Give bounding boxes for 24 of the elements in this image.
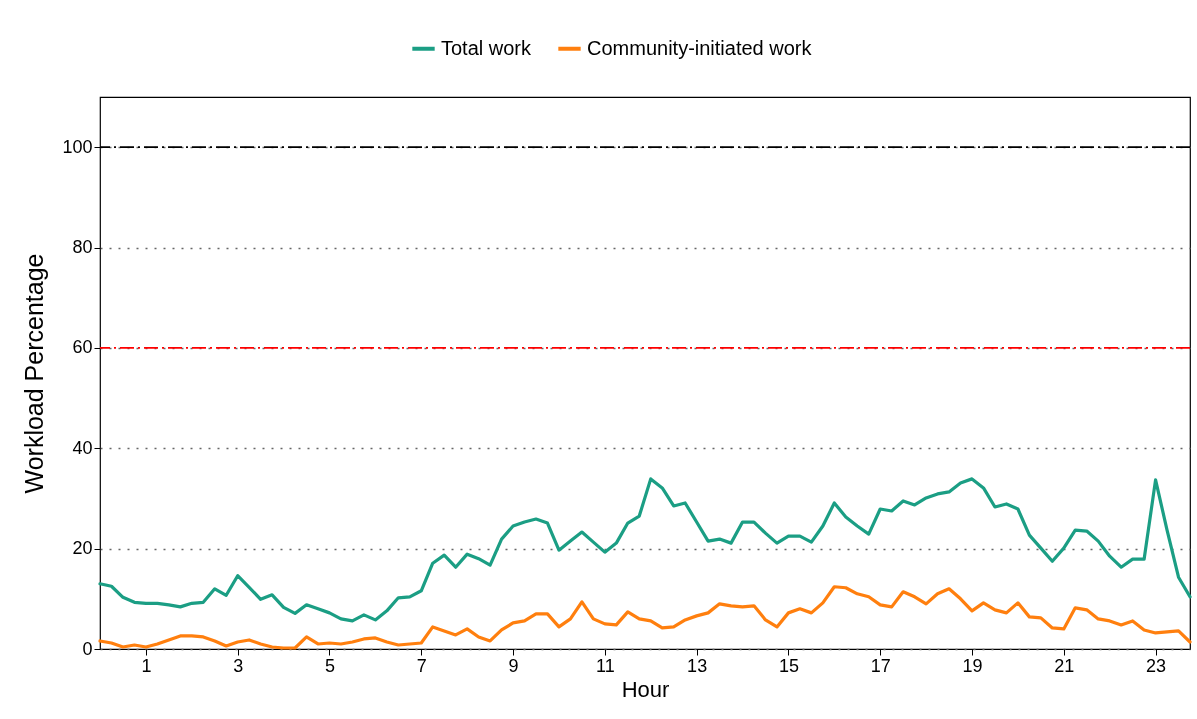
legend-label: Total work [441,36,533,59]
x-tick-label: 23 [1146,655,1167,676]
x-tick-label: 7 [416,655,427,676]
x-tick-label: 17 [870,655,891,676]
x-tick-label: 13 [687,655,708,676]
x-tick-label: 11 [596,655,615,676]
x-tick-label: 1 [141,655,152,676]
x-axis-title: Hour [621,676,670,702]
x-tick-label: 9 [508,655,519,676]
x-tick-label: 19 [962,655,983,676]
x-tick-label: 21 [1054,655,1075,676]
y-tick-label: 0 [82,638,93,659]
y-tick-label: 40 [72,437,93,458]
x-tick-label: 15 [778,655,799,676]
y-axis-title: Workload Percentage [20,253,49,494]
y-tick-label: 20 [72,538,93,559]
y-tick-label: 60 [72,337,93,358]
line-series [98,477,1192,623]
line-series [98,585,1192,650]
x-tick-label: 3 [233,655,244,676]
y-tick-label: 80 [72,237,93,258]
legend-label: Community-initiated work [587,36,813,59]
y-tick-label: 100 [62,136,93,157]
x-tick-label: 5 [324,655,335,676]
